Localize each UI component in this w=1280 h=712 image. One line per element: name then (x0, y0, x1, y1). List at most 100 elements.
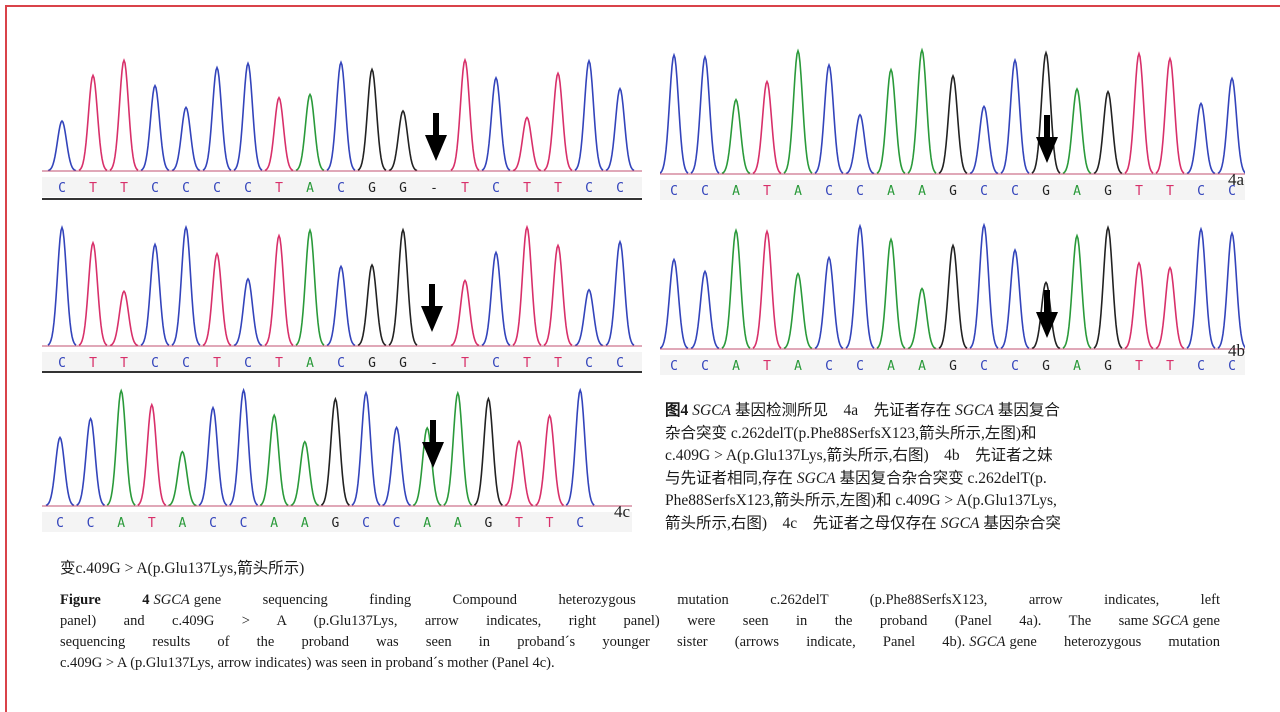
base-letter: C (58, 181, 66, 196)
caption-en: Figure 4SGCAgene sequencing finding Comp… (60, 590, 1220, 674)
base-letter: T (554, 181, 562, 196)
gene: SGCA (969, 634, 1005, 650)
peak (389, 230, 417, 345)
peak (513, 227, 541, 345)
peak (141, 86, 169, 171)
peak (846, 115, 874, 174)
peak (451, 281, 479, 346)
base-letter: A (1073, 359, 1081, 374)
arrow (421, 284, 443, 332)
base-letter: - (430, 181, 438, 196)
caption-line: 杂合突变 c.262delT(p.Phe88SerfsX123,箭头所示,左图)… (665, 423, 1005, 446)
base-letter: T (763, 359, 771, 374)
base-letter: A (306, 181, 314, 196)
base-letter: C (56, 516, 64, 531)
base-letter: C (1197, 184, 1205, 199)
base-letter: C (670, 184, 678, 199)
base-letter: C (240, 516, 248, 531)
peak (939, 76, 967, 173)
peak (358, 265, 386, 345)
base-letter: G (368, 356, 376, 371)
base-letter: C (1011, 184, 1019, 199)
peak (1218, 78, 1245, 173)
text: gene sequencing finding Compound heteroz… (194, 592, 1220, 608)
base-letter: C (701, 184, 709, 199)
peak (77, 419, 105, 506)
peak (1001, 250, 1029, 348)
peak (48, 228, 76, 346)
peak (265, 98, 293, 171)
text: c.409G > A (p.Glu137Lys, arrow indicates… (60, 655, 555, 671)
peak (474, 399, 502, 506)
peak (1063, 236, 1091, 348)
peak (296, 230, 324, 345)
base-letter: T (213, 356, 221, 371)
caption-line: c.409G > A(p.Glu137Lys,箭头所示,右图) 4b 先证者之妹 (665, 445, 1005, 468)
base-letter: T (523, 181, 531, 196)
peak (260, 415, 288, 505)
base-letter: T (1135, 359, 1143, 374)
caption-line: 图4SGCA基因检测所见 4a 先证者存在SGCA基因复合 (665, 400, 1005, 423)
peak (784, 274, 812, 349)
base-letter: C (1011, 359, 1019, 374)
base-letter: C (209, 516, 217, 531)
base-letter: A (794, 184, 802, 199)
gene: SGCA (797, 470, 836, 487)
peak (1094, 228, 1122, 349)
text: 杂合突变 c.262delT(p.Phe88SerfsX123,箭头所示,左图)… (665, 425, 1037, 442)
peak (753, 231, 781, 348)
peak (877, 239, 905, 348)
text: sequencing results of the proband was se… (60, 634, 965, 650)
peak (79, 76, 107, 171)
base-letter: C (585, 181, 593, 196)
peak (141, 244, 169, 345)
caption-line: 箭头所示,右图) 4c 先证者之母仅存在SGCA基因杂合突 (665, 513, 1005, 536)
gene: SGCA (955, 402, 994, 419)
peak (296, 95, 324, 171)
base-letter: A (794, 359, 802, 374)
peak (575, 290, 603, 346)
base-letter: A (1073, 184, 1081, 199)
base-letter: A (454, 516, 462, 531)
peak (970, 225, 998, 348)
base-letter: C (616, 356, 624, 371)
base-letter: T (461, 356, 469, 371)
gene: SGCA (154, 592, 190, 608)
peak (107, 391, 135, 505)
caption-cn-end: 变c.409G > A(p.Glu137Lys,箭头所示) (60, 558, 304, 581)
caption-cn: 图4SGCA基因检测所见 4a 先证者存在SGCA基因复合 杂合突变 c.262… (665, 400, 1005, 535)
base-letter: C (213, 181, 221, 196)
peak (1156, 268, 1184, 349)
base-letter: G (1042, 184, 1050, 199)
text: c.409G > A(p.Glu137Lys,箭头所示,右图) 4b 先证者之妹 (665, 447, 1053, 464)
base-letter: A (301, 516, 309, 531)
peak (389, 111, 417, 171)
text: panel) and c.409G > A (p.Glu137Lys, arro… (60, 613, 1148, 629)
base-letter: T (554, 356, 562, 371)
text: 基因杂合突 (983, 515, 1061, 532)
peak (939, 246, 967, 349)
caption-line: Phe88SerfsX123,箭头所示,左图)和 c.409G > A(p.Gl… (665, 490, 1005, 513)
peak (544, 246, 572, 346)
base-letter: C (670, 359, 678, 374)
peak (815, 258, 843, 349)
base-letter: T (148, 516, 156, 531)
caption-line: 变c.409G > A(p.Glu137Lys,箭头所示) (60, 558, 304, 581)
base-letter: T (523, 356, 531, 371)
base-letter: A (887, 359, 895, 374)
base-letter: T (515, 516, 523, 531)
base-letter: C (856, 184, 864, 199)
peak (230, 390, 258, 505)
base-letter: A (423, 516, 431, 531)
peak (660, 55, 688, 173)
peak (291, 442, 319, 506)
arrow (425, 113, 447, 161)
base-letter: G (949, 184, 957, 199)
text: 箭头所示,右图) 4c 先证者之母仅存在 (665, 515, 937, 532)
peak (168, 452, 196, 506)
peak (321, 399, 349, 505)
chromatogram: CTTCCTCTACGG-TCTTCC (42, 222, 642, 374)
